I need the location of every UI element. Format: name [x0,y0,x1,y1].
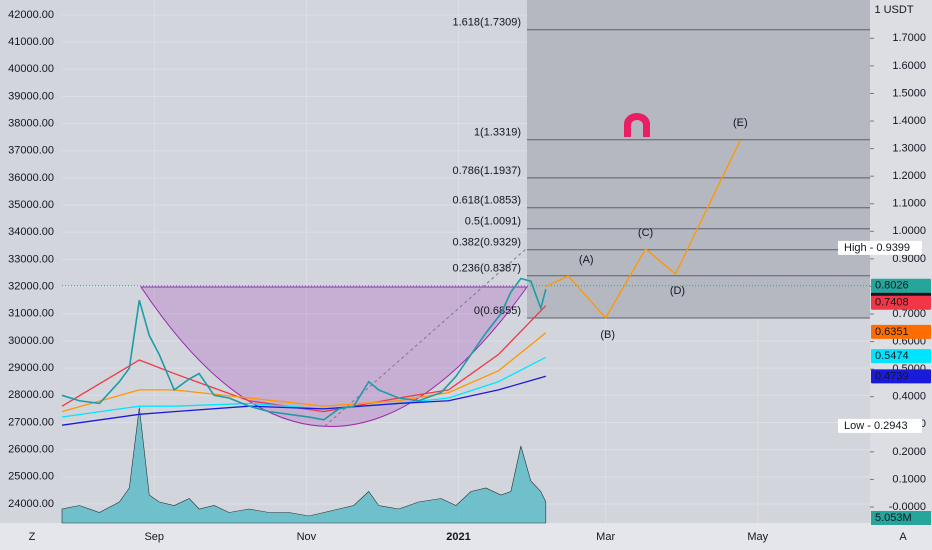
x-tick-label: Nov [297,531,317,543]
price-tag-label: 0.4739 [875,370,909,382]
y2-tick-label: 0.4000 [892,391,926,403]
fib-label: 0(0.6855) [474,305,521,317]
y2-tick-label: 1.0000 [892,225,926,237]
y2-tick-label: 1.3000 [892,143,926,155]
fib-label: 1(1.3319) [474,127,521,139]
y-tick-label: 34000.00 [8,226,54,238]
price-tag [871,369,931,384]
y-tick-label: 39000.00 [8,90,54,102]
y-tick-label: 26000.00 [8,444,54,456]
y-tick-label: 25000.00 [8,471,54,483]
x-tick-label: Mar [596,531,615,543]
y-tick-label: 40000.00 [8,63,54,75]
fib-label: 0.236(0.8387) [453,263,522,275]
moving-average [61,375,546,426]
y2-tick-label: 0.9000 [892,253,926,265]
magnet-icon [624,113,650,137]
y-tick-label: 42000.00 [8,9,54,21]
corner-right[interactable]: A [899,531,907,543]
y2-tick-label: 1.2000 [892,170,926,182]
y2-tick-label: -0.0000 [889,501,926,513]
y-tick-label: 32000.00 [8,281,54,293]
back-layer [62,0,870,523]
y2-tick-label: 0.2000 [892,446,926,458]
price-tag [871,349,931,364]
y2-tick-label: 1.1000 [892,198,926,210]
y-tick-label: 35000.00 [8,199,54,211]
fib-label: 0.382(0.9329) [453,237,522,249]
wave-label: (B) [600,329,615,341]
time-axis-area [0,523,932,550]
price-line [61,277,547,421]
corner-left[interactable]: Z [29,531,36,543]
price-tag-label: 0.8026 [875,280,909,292]
y-tick-label: 24000.00 [8,498,54,510]
price-tag [838,418,922,433]
wave-label: (E) [733,117,748,129]
volume-tag-label: 5.053M [875,512,912,524]
y2-tick-label: 0.7000 [892,308,926,320]
y-tick-label: 29000.00 [8,362,54,374]
wave-label: (D) [670,285,685,297]
x-tick-label: May [747,531,768,543]
volume-tag [871,511,931,525]
y-tick-label: 27000.00 [8,416,54,428]
wave-label: (A) [579,254,594,266]
price-tag-label: High - 0.9399 [844,242,910,254]
y-tick-label: 33000.00 [8,253,54,265]
fib-label: 0.618(1.0853) [453,195,522,207]
y2-tick-label: 1.6000 [892,60,926,72]
wave-label: (C) [638,227,653,239]
fib-label: 0.786(1.1937) [453,165,522,177]
y-tick-label: 30000.00 [8,335,54,347]
volume-area [61,407,547,524]
fib-label: 1.618(1.7309) [453,17,522,29]
y2-tick-label: 0.1000 [892,473,926,485]
unit-label: 1 USDT [874,4,913,16]
price-tag [838,240,922,255]
price-tag-label: 0.7408 [875,297,909,309]
price-tag-label: Low - 0.2943 [844,420,908,432]
x-tick-label: Sep [144,531,164,543]
moving-average [61,305,547,413]
y2-tick-label: 1.4000 [892,115,926,127]
price-tag-label: 0.6351 [875,326,909,338]
fib-zone [527,0,870,319]
y-tick-label: 36000.00 [8,172,54,184]
trend-line [324,247,528,427]
y-tick-label: 31000.00 [8,308,54,320]
y2-tick-label: 1.5000 [892,87,926,99]
y-tick-label: 38000.00 [8,118,54,130]
y-tick-label: 41000.00 [8,36,54,48]
price-tag [871,324,931,339]
y-tick-label: 28000.00 [8,389,54,401]
right-axis-area [870,0,932,550]
price-tag-label: 0.5474 [875,350,909,362]
cup-pattern [140,286,528,427]
fib-label: 0.5(1.0091) [465,216,521,228]
y2-tick-label: 1.7000 [892,32,926,44]
x-tick-label: 2021 [446,531,470,543]
wave-projection [545,139,741,319]
y-tick-label: 37000.00 [8,145,54,157]
price-tag [871,278,931,293]
moving-average [61,332,547,413]
price-tag [871,295,931,310]
